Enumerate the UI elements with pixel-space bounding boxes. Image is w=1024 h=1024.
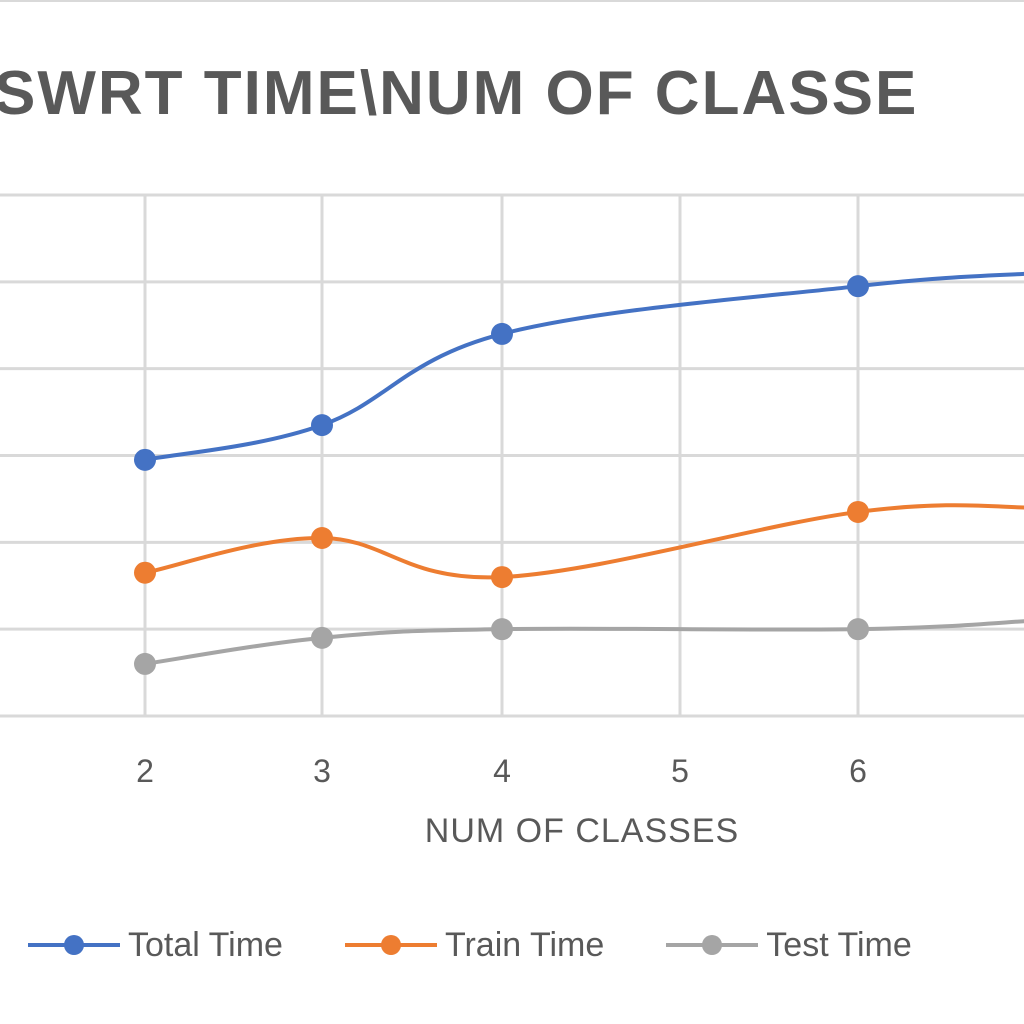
legend-item-train: Train Time bbox=[343, 926, 604, 965]
legend-marker-total bbox=[28, 935, 120, 955]
legend-marker-train bbox=[344, 935, 437, 955]
data-point-test bbox=[134, 652, 156, 675]
series-lines bbox=[134, 271, 1024, 675]
data-point-test bbox=[311, 626, 333, 649]
legend-item-total: Total Time bbox=[26, 926, 283, 965]
data-point-total bbox=[134, 448, 156, 471]
data-point-test bbox=[491, 618, 513, 641]
data-point-train bbox=[134, 561, 156, 584]
series-line-total bbox=[144, 271, 1024, 462]
legend-marker-test bbox=[666, 935, 759, 955]
legend-label-total: Total Time bbox=[128, 925, 283, 964]
x-tick-label: 4 bbox=[493, 753, 511, 789]
chart-title: SWRT TIME\NUM OF CLASSE bbox=[0, 59, 919, 128]
x-axis-label: NUM OF CLASSES bbox=[424, 812, 740, 850]
legend: Total Time Train Time Test Time bbox=[26, 920, 912, 970]
data-point-total bbox=[491, 322, 513, 345]
x-tick-labels: 234567 bbox=[136, 753, 867, 789]
data-point-total bbox=[847, 275, 869, 298]
legend-item-test: Test Time bbox=[664, 925, 912, 965]
x-tick-label: 5 bbox=[671, 753, 689, 789]
data-point-train bbox=[847, 500, 869, 523]
data-point-test bbox=[847, 618, 869, 641]
series-line-train bbox=[144, 503, 1024, 580]
x-tick-label: 6 bbox=[849, 753, 867, 789]
data-point-train bbox=[311, 526, 333, 549]
x-tick-label: 3 bbox=[313, 753, 331, 789]
data-point-total bbox=[311, 414, 333, 437]
legend-label-train: Train Time bbox=[444, 925, 605, 964]
data-point-train bbox=[491, 566, 513, 589]
x-tick-label: 2 bbox=[136, 753, 154, 789]
series-line-test bbox=[144, 619, 1024, 666]
legend-label-test: Test Time bbox=[766, 925, 912, 964]
